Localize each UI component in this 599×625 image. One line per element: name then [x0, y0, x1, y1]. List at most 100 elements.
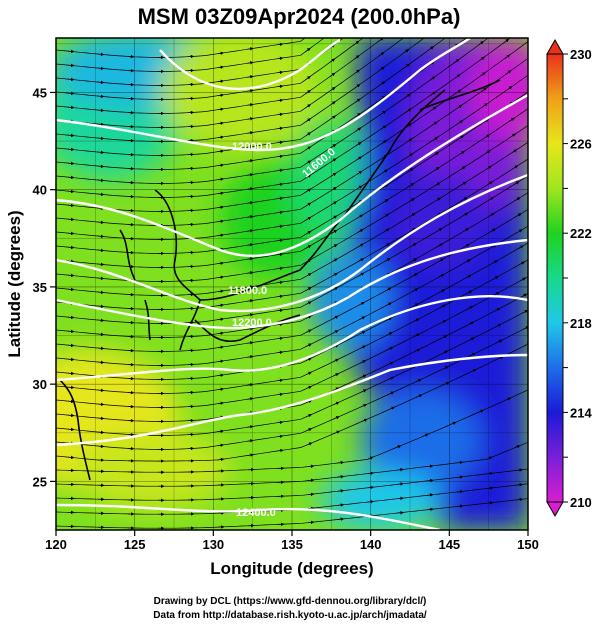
streamline-arrow — [217, 303, 225, 308]
streamline-arrow — [387, 376, 394, 380]
streamline — [56, 38, 489, 184]
streamline-arrow — [354, 55, 360, 60]
streamline-arrow — [466, 290, 473, 294]
streamline — [56, 38, 384, 114]
x-tick-label: 120 — [45, 537, 67, 552]
streamline-arrow — [355, 113, 361, 118]
streamline-arrow — [247, 243, 254, 247]
streamline-arrow — [358, 258, 365, 262]
streamline-arrow — [388, 406, 396, 410]
streamline-arrow — [97, 80, 105, 85]
streamline-arrow — [384, 258, 391, 262]
streamline-arrow — [330, 101, 336, 106]
streamline-arrow — [383, 198, 389, 203]
streamline-arrow — [276, 434, 284, 439]
streamline-arrow — [276, 196, 284, 201]
streamline-arrow — [356, 171, 363, 175]
streamline-arrow — [513, 181, 520, 186]
streamline-arrow — [435, 197, 442, 202]
streamline-arrow — [305, 287, 312, 291]
x-tick-label: 130 — [202, 537, 224, 552]
streamline-arrow — [428, 32, 433, 36]
colorbar-tick-label: 214 — [570, 405, 592, 420]
streamline-arrow — [411, 273, 418, 277]
streamline-arrow — [247, 341, 254, 345]
streamline-arrow — [247, 257, 254, 261]
streamline-arrow — [97, 220, 105, 225]
streamline-arrow — [276, 56, 284, 61]
streamline-arrow — [97, 444, 105, 449]
streamline-arrow — [422, 433, 429, 437]
colorbar-max-arrow — [546, 38, 564, 55]
streamline-arrow — [380, 110, 387, 115]
streamline-arrow — [305, 174, 312, 179]
streamline-arrow — [413, 318, 420, 322]
streamline-arrow — [332, 330, 339, 334]
streamline-arrow — [360, 403, 368, 408]
contour-label: 11800.0 — [228, 285, 267, 297]
streamline-arrow — [97, 52, 105, 57]
streamline-arrow — [407, 153, 414, 158]
streamline-arrow — [247, 145, 254, 149]
streamline-arrow — [379, 81, 386, 86]
y-tick-label: 35 — [33, 280, 47, 295]
streamline-arrow — [305, 47, 311, 53]
streamline-arrow — [276, 238, 284, 243]
streamline-arrow — [456, 460, 464, 465]
streamline-arrow — [333, 430, 341, 434]
streamline-arrow — [459, 150, 465, 155]
streamline-arrow — [332, 287, 339, 291]
streamline-arrow — [217, 261, 225, 266]
streamline-arrow — [247, 159, 254, 163]
streamline-arrow — [247, 327, 254, 331]
streamline-arrow — [305, 315, 312, 319]
streamline-arrow — [330, 144, 337, 149]
streamline-arrow — [488, 197, 494, 201]
x-tick-label: 145 — [438, 537, 460, 552]
streamline-arrow — [415, 378, 422, 383]
streamline-arrow — [441, 350, 449, 355]
streamline-arrow — [388, 391, 395, 395]
streamline-arrow — [247, 215, 254, 219]
contour-label: 12200.0 — [232, 317, 272, 329]
streamline-arrow — [67, 413, 75, 418]
streamline-arrow — [443, 381, 450, 386]
y-tick-label: 30 — [33, 377, 47, 392]
streamline-arrow — [305, 357, 312, 361]
streamline-arrow — [67, 371, 75, 376]
streamline-arrow — [331, 244, 338, 248]
streamline-arrow — [433, 167, 440, 171]
streamline-arrow — [276, 182, 284, 187]
streamline-arrow — [217, 135, 225, 140]
streamline-arrow — [332, 315, 339, 320]
streamline-arrow — [97, 360, 105, 365]
streamline-arrow — [456, 489, 464, 494]
streamline-arrow — [481, 87, 487, 92]
streamline-arrow — [337, 517, 345, 521]
streamline-arrow — [406, 138, 413, 143]
streamline-arrow — [305, 371, 312, 376]
streamline-arrow — [305, 428, 313, 432]
streamline-arrow — [516, 483, 524, 487]
streamline-arrow — [276, 154, 284, 159]
streamline-arrow — [430, 91, 437, 96]
streamline-arrow — [467, 306, 474, 310]
contour-label: 12000.0 — [232, 141, 272, 153]
streamline-arrow — [409, 213, 416, 217]
streamline-arrow — [331, 258, 338, 263]
streamline-arrow — [247, 453, 254, 457]
streamline — [56, 389, 528, 473]
streamline-arrow — [355, 98, 361, 103]
streamline-arrow — [438, 273, 445, 278]
streamline-arrow — [357, 229, 364, 233]
streamline-arrow — [247, 439, 254, 443]
streamline-arrow — [412, 303, 419, 307]
map-title: MSM 03Z09Apr2024 (200.0hPa) — [138, 4, 461, 29]
streamline-arrow — [494, 307, 501, 312]
streamline-arrow — [428, 46, 434, 51]
streamline-arrow — [355, 127, 362, 132]
streamline-arrow — [397, 482, 404, 486]
streamline-arrow — [276, 308, 284, 313]
streamline-arrow — [247, 173, 254, 177]
